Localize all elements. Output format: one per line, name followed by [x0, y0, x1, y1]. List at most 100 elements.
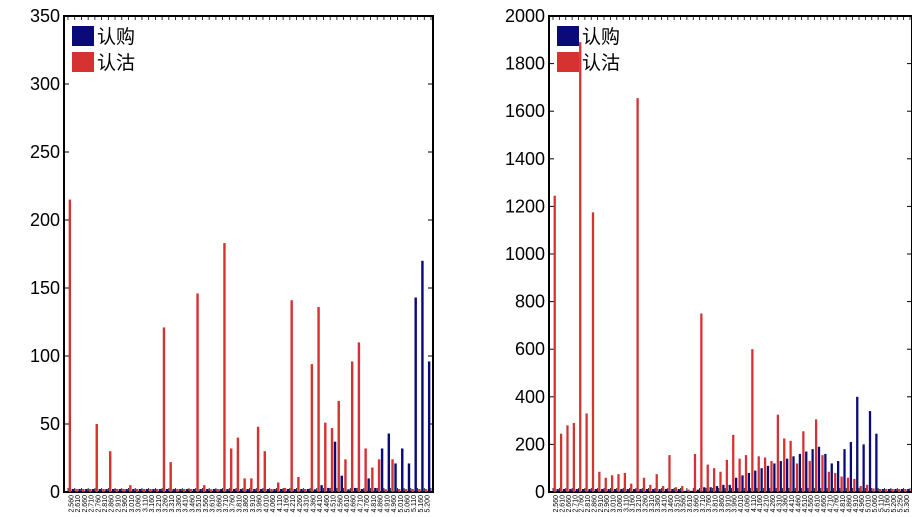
x-tick-label: 3.310 — [649, 495, 656, 513]
x-tick-label: 3.510 — [674, 495, 681, 513]
bar-call — [601, 489, 604, 492]
bar-put — [846, 477, 850, 492]
x-tick-label: 2.710 — [572, 495, 579, 513]
bar-put — [371, 467, 374, 492]
bar-call — [811, 449, 814, 492]
y-tick-label: 1800 — [505, 54, 545, 74]
bar-put — [384, 489, 388, 492]
bar-call — [374, 487, 377, 492]
bar-call — [98, 489, 101, 492]
legend-label: 认购 — [582, 26, 620, 48]
bar-call — [85, 489, 88, 492]
x-tick-label: 3.360 — [655, 495, 662, 513]
bar-call — [132, 489, 135, 492]
x-tick-label: 3.460 — [189, 495, 196, 513]
x-tick-label: 3.810 — [713, 495, 720, 513]
bar-call — [881, 489, 884, 492]
bar-call — [78, 489, 81, 492]
bar-call — [300, 489, 303, 492]
chart-panel-1: 0 50 100 150 200 250 300 350 2.560 2.610 2.660 2.71… — [30, 6, 434, 513]
x-tick-label: 2.710 — [89, 495, 96, 513]
bar-call — [179, 489, 182, 492]
bar-put — [814, 419, 818, 492]
bar-call — [690, 490, 693, 492]
bar-call — [427, 361, 431, 492]
bar-put — [668, 455, 671, 492]
x-tick-label: 4.560 — [337, 495, 344, 513]
x-tick-label: 4.710 — [827, 495, 834, 513]
x-tick-label: 4.760 — [364, 495, 371, 513]
x-tick-label: 4.360 — [783, 495, 790, 513]
bar-put — [827, 471, 831, 492]
bar-put — [630, 483, 633, 492]
bar-put — [250, 478, 253, 492]
bar-call — [232, 489, 236, 492]
bar-put — [377, 459, 381, 492]
bar-call — [671, 489, 674, 492]
bar-call — [253, 489, 256, 492]
bar-call — [575, 489, 578, 492]
x-tick-label: 3.310 — [169, 495, 176, 513]
bar-call — [226, 489, 229, 492]
bar-put — [674, 487, 678, 492]
bar-put — [176, 489, 179, 492]
bar-put — [808, 461, 811, 492]
bar-call — [894, 489, 897, 492]
bar-put — [223, 243, 226, 492]
bar-put — [712, 468, 716, 492]
bar-put — [330, 428, 334, 492]
bar-call — [868, 411, 872, 492]
bar-put — [661, 486, 665, 492]
bar-put — [610, 475, 614, 492]
x-tick-label: 3.710 — [700, 495, 707, 513]
bar-put — [115, 489, 119, 492]
bar-put — [897, 489, 901, 492]
x-tick-label: 4.010 — [738, 495, 745, 513]
bar-put — [821, 455, 824, 492]
bar-call — [562, 489, 566, 492]
y-tick-label: 200 — [30, 210, 60, 230]
y-tick-label: 200 — [515, 434, 545, 454]
bar-put — [725, 459, 729, 492]
bar-call — [172, 489, 175, 492]
x-tick-label: 3.060 — [617, 495, 624, 513]
bar-call — [862, 444, 865, 492]
bar-put — [142, 489, 146, 492]
y-tick-label: 150 — [30, 278, 60, 298]
bar-call — [71, 489, 75, 492]
bar-put — [693, 453, 697, 492]
bar-put — [411, 489, 414, 492]
bar-put — [263, 451, 267, 492]
x-tick-label: 2.660 — [82, 495, 89, 513]
bar-call — [677, 489, 680, 492]
x-tick-label: 3.210 — [156, 495, 163, 513]
bar-call — [273, 489, 276, 492]
x-tick-label: 3.760 — [706, 495, 713, 513]
bar-call — [709, 487, 712, 492]
y-tick-label: 600 — [515, 339, 545, 359]
bar-put — [757, 456, 760, 492]
x-tick-label: 4.060 — [744, 495, 751, 513]
bar-put — [853, 478, 856, 492]
bar-put — [303, 489, 307, 492]
x-tick-label: 4.210 — [764, 495, 771, 513]
bar-put — [617, 474, 620, 492]
x-tick-label: 2.560 — [553, 495, 560, 513]
plot-frame — [63, 15, 434, 493]
x-tick-label: 3.860 — [243, 495, 250, 513]
bar-call — [588, 489, 591, 492]
bar-call — [747, 472, 751, 492]
bar-call — [159, 489, 162, 492]
x-tick-label: 3.560 — [681, 495, 688, 513]
bar-put — [135, 489, 139, 492]
x-tick-label: 3.660 — [216, 495, 223, 513]
bar-call — [259, 489, 263, 492]
bar-put — [102, 489, 105, 492]
x-tick-label: 3.260 — [162, 495, 169, 513]
x-tick-label: 3.610 — [687, 495, 694, 513]
bar-put — [95, 424, 98, 492]
bar-call — [849, 442, 853, 492]
x-tick-label: 3.560 — [203, 495, 210, 513]
y-tick-label: 1400 — [505, 149, 545, 169]
x-tick-label: 5.300 — [904, 495, 911, 513]
